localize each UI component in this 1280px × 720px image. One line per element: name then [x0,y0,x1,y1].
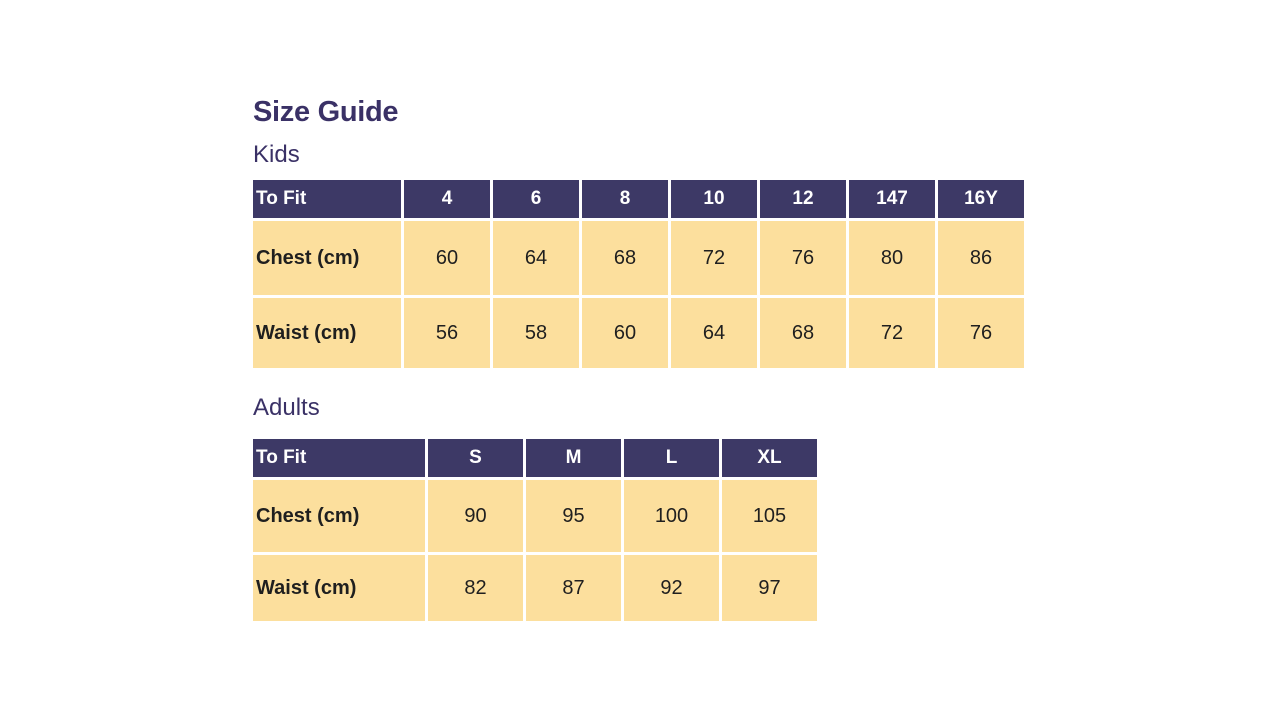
kids-waist-value: 72 [849,298,935,368]
kids-section-label: Kids [253,141,300,168]
adults-header-size-m: M [526,439,621,477]
adults-chest-value: 95 [526,480,621,552]
kids-chest-value: 68 [582,221,668,295]
adults-waist-value: 97 [722,555,817,621]
adults-header-size-s: S [428,439,523,477]
kids-header-size-6: 6 [493,180,579,218]
page-title: Size Guide [253,96,399,128]
kids-waist-value: 64 [671,298,757,368]
adults-header-size-l: L [624,439,719,477]
kids-waist-value: 76 [938,298,1024,368]
kids-waist-value: 58 [493,298,579,368]
adults-waist-value: 87 [526,555,621,621]
adults-chest-value: 105 [722,480,817,552]
adults-size-table: To Fit S M L XL Chest (cm) 90 95 100 105… [253,439,817,621]
adults-waist-row-label: Waist (cm) [253,555,425,621]
adults-chest-row-label: Chest (cm) [253,480,425,552]
kids-size-table: To Fit 4 6 8 10 12 147 16Y Chest (cm) 60… [253,180,1024,368]
kids-chest-value: 72 [671,221,757,295]
kids-chest-value: 64 [493,221,579,295]
kids-chest-row-label: Chest (cm) [253,221,401,295]
kids-waist-value: 60 [582,298,668,368]
adults-waist-value: 82 [428,555,523,621]
kids-waist-value: 68 [760,298,846,368]
kids-chest-value: 86 [938,221,1024,295]
kids-header-size-10: 10 [671,180,757,218]
kids-waist-row-label: Waist (cm) [253,298,401,368]
adults-header-to-fit: To Fit [253,439,425,477]
kids-header-to-fit: To Fit [253,180,401,218]
adults-header-size-xl: XL [722,439,817,477]
adults-waist-value: 92 [624,555,719,621]
kids-header-size-147: 147 [849,180,935,218]
kids-chest-value: 80 [849,221,935,295]
kids-header-size-16y: 16Y [938,180,1024,218]
kids-chest-value: 76 [760,221,846,295]
kids-waist-value: 56 [404,298,490,368]
kids-chest-value: 60 [404,221,490,295]
adults-chest-value: 90 [428,480,523,552]
kids-header-size-8: 8 [582,180,668,218]
adults-chest-value: 100 [624,480,719,552]
kids-header-size-4: 4 [404,180,490,218]
adults-section-label: Adults [253,394,320,421]
kids-header-size-12: 12 [760,180,846,218]
